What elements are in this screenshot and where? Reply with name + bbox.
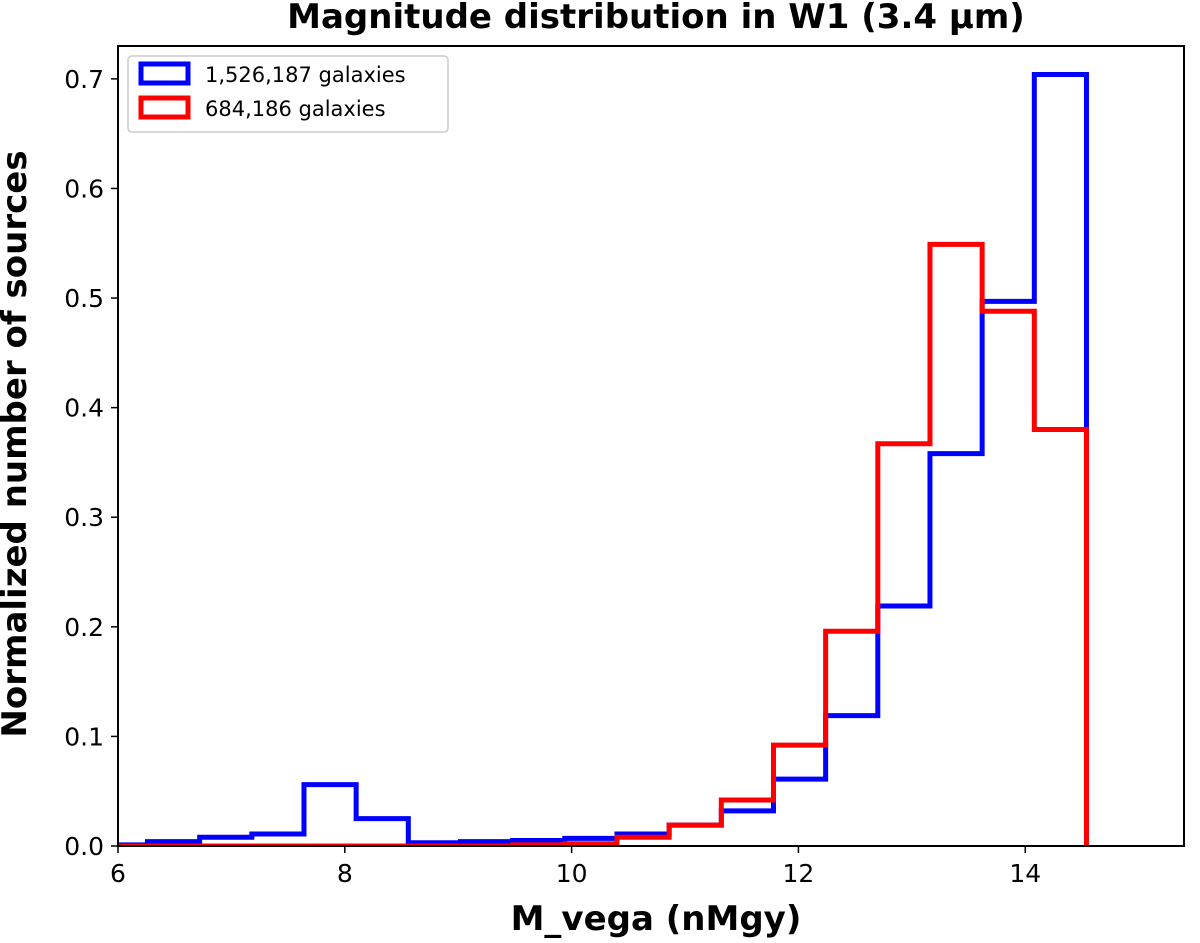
y-tick-label: 0.0 [64, 832, 104, 861]
series-2 [118, 241, 1089, 846]
hist-bin-1-18 [982, 301, 1034, 846]
y-tick-label: 0.6 [64, 174, 104, 203]
legend: 1,526,187 galaxies 684,186 galaxies [127, 55, 449, 133]
x-axis-label: M_vega (nMgy) [511, 899, 802, 939]
hist-bin-2-16 [878, 444, 930, 846]
hist-bin-1-5 [304, 785, 356, 846]
hist-bin-2-17 [930, 244, 982, 846]
legend-box [127, 55, 449, 133]
legend-swatch-2 [138, 95, 191, 120]
histogram-step-1 [118, 71, 1089, 846]
hist-bin-2-14 [773, 745, 825, 846]
chart-title: Magnitude distribution in W1 (3.4 µm) [287, 0, 1025, 37]
hist-bin-2-15 [826, 631, 878, 846]
legend-label-1: 1,526,187 galaxies [205, 63, 406, 87]
hist-bin-1-17 [930, 454, 982, 846]
legend-swatch-1 [138, 61, 191, 86]
axis-ticks: 6 8 10 12 14 0.0 0.1 0.2 0.3 0.4 0.5 0.6 0.7 [64, 65, 1041, 888]
hist-bin-2-12 [669, 825, 721, 846]
hist-bin-1-14 [773, 779, 825, 846]
y-tick-label: 0.4 [64, 394, 104, 423]
y-tick-label: 0.1 [64, 722, 104, 751]
y-tick-label: 0.3 [64, 503, 104, 532]
hist-bin-2-13 [721, 800, 773, 846]
y-axis-label: Normalized number of sources [0, 150, 35, 737]
x-tick-label: 12 [783, 859, 815, 888]
hist-bin-1-19 [1034, 74, 1086, 846]
x-tick-label: 6 [110, 859, 126, 888]
hist-bin-2-19 [1034, 430, 1086, 846]
hist-bin-1-15 [826, 716, 878, 846]
x-tick-label: 14 [1009, 859, 1041, 888]
y-tick-label: 0.2 [64, 613, 104, 642]
hist-bin-1-12 [669, 825, 721, 846]
plot-frame [117, 45, 1185, 847]
legend-label-2: 684,186 galaxies [205, 97, 386, 121]
x-tick-label: 8 [337, 859, 353, 888]
series-1 [118, 71, 1089, 846]
hist-bin-1-16 [878, 606, 930, 846]
y-tick-label: 0.7 [64, 65, 104, 94]
x-tick-label: 10 [556, 859, 588, 888]
y-tick-label: 0.5 [64, 284, 104, 313]
histogram-step-2 [118, 241, 1089, 846]
plot-layer [118, 71, 1089, 846]
hist-bin-2-18 [982, 311, 1034, 846]
hist-bin-1-6 [356, 819, 408, 846]
hist-bin-1-13 [721, 811, 773, 846]
